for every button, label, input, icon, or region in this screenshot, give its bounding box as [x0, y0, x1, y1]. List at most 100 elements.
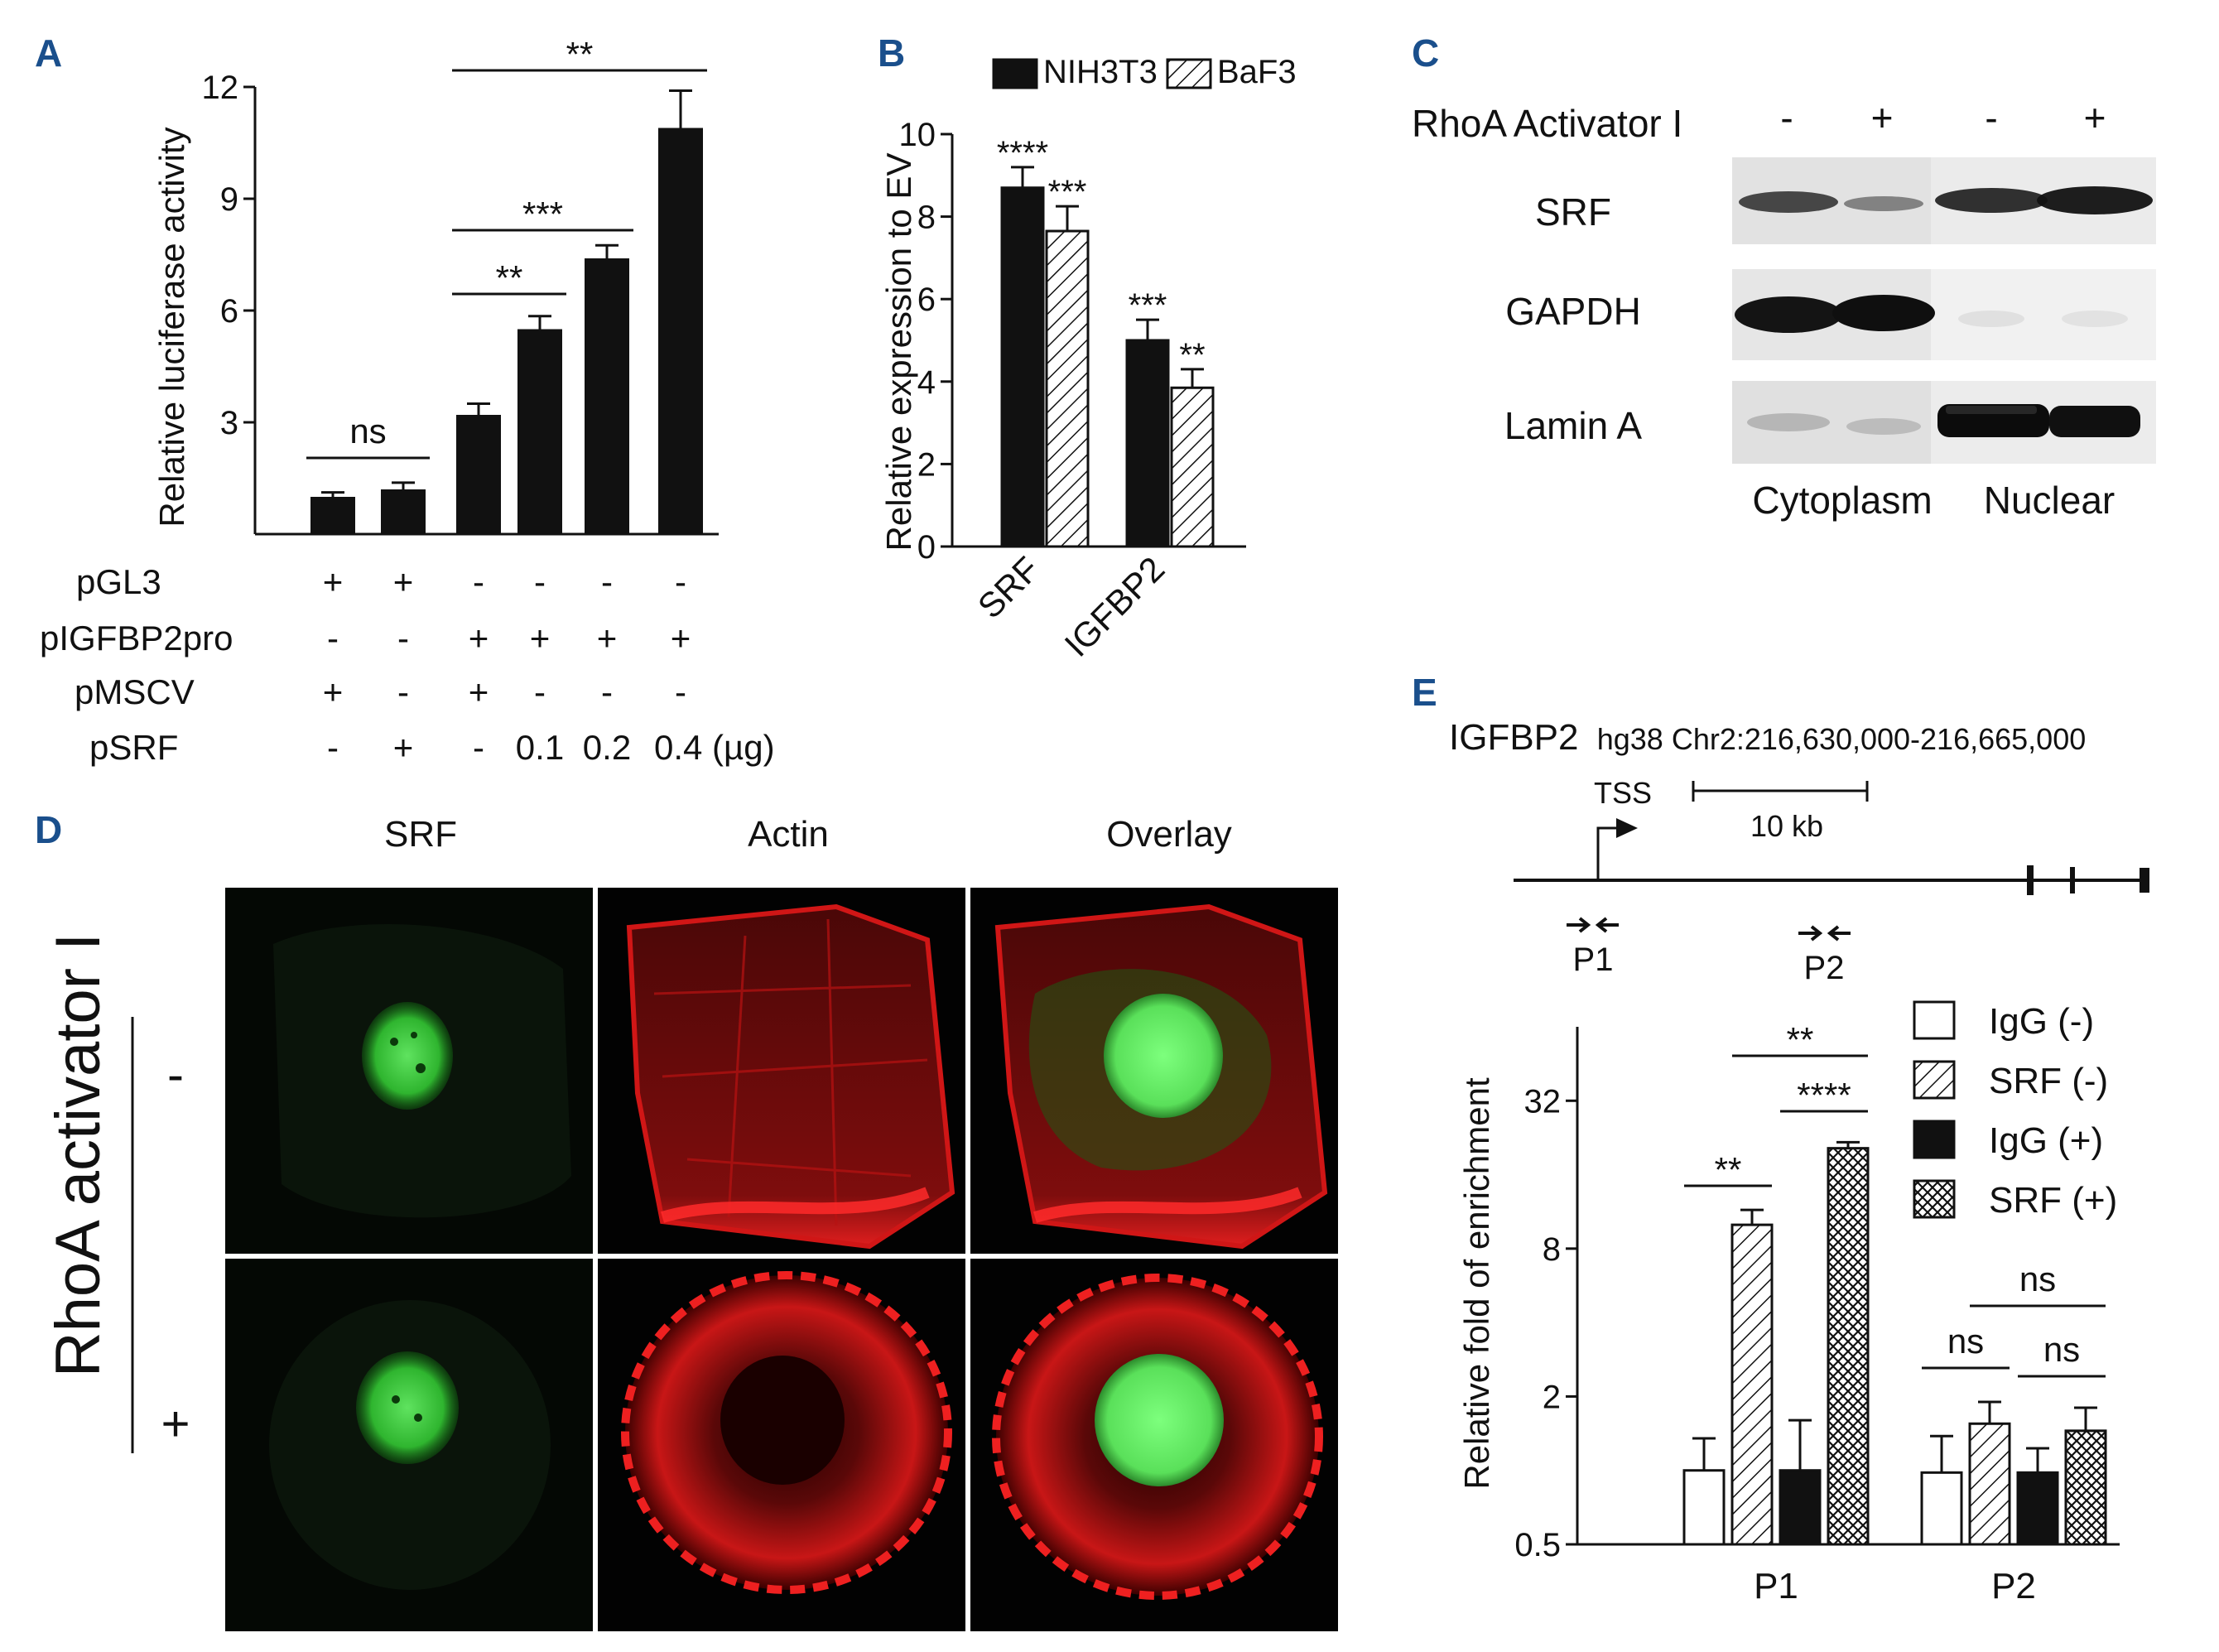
bar: [1730, 1223, 1774, 1546]
micrograph-actin-plus: [598, 1259, 965, 1631]
legend-swatch: [1913, 1060, 1956, 1100]
panel-d: D SRF Actin Overlay RhoA activator I - +: [35, 808, 1338, 1631]
panel-letter-b: B: [878, 31, 905, 75]
blot-row-label: SRF: [1535, 190, 1611, 234]
condition-row-label: pMSCV: [75, 672, 195, 711]
condition-cell: +: [323, 562, 344, 601]
condition-cell: +: [323, 672, 344, 711]
condition-cell: -: [473, 728, 484, 767]
bar: [1968, 1422, 2011, 1546]
western-blot-gapdh: [1732, 269, 2156, 360]
y-tick-label: 4: [917, 364, 936, 401]
y-tick-label: 8: [1543, 1231, 1561, 1268]
primer-label-p1: P1: [1573, 942, 1614, 978]
significance-label: ***: [1129, 287, 1167, 324]
condition-cell: +: [530, 619, 551, 657]
y-axis-label: Relative expression to EV: [879, 153, 918, 551]
bar: [1827, 1147, 1870, 1546]
bar: [1170, 386, 1215, 548]
condition-cell: +: [597, 619, 618, 657]
significance-label: ***: [522, 195, 563, 234]
western-blot-lamin-a: [1732, 381, 2156, 464]
significance-label: **: [1179, 337, 1205, 373]
bar: [1682, 1469, 1726, 1546]
condition-cell: -: [473, 562, 484, 601]
treatment-sign: +: [2084, 96, 2106, 139]
significance-label: **: [1715, 1150, 1742, 1189]
panel-b: B NIH3T3 BaF3 Relative expression to EV 0…: [878, 31, 1297, 664]
bar: [2064, 1429, 2107, 1546]
column-label-srf: SRF: [384, 814, 457, 855]
legend-swatch: [1913, 1000, 1956, 1040]
condition-cell: 0.4 (µg): [654, 728, 775, 767]
condition-cell: +: [393, 562, 414, 601]
significance-label: **: [566, 35, 594, 74]
y-tick-label: 12: [202, 70, 239, 106]
x-tick-labels: SRF IGFBP2: [970, 549, 1172, 664]
panel-c: C RhoA Activator I - + - + SRF GAPDH Lam…: [1412, 31, 2156, 522]
condition-cell: +: [393, 728, 414, 767]
legend: IgG (-) SRF (-) IgG (+) SRF (+): [1913, 1000, 2117, 1221]
condition-row-label: pIGFBP2pro: [40, 619, 233, 657]
condition-cell: -: [675, 562, 686, 601]
legend-label: IgG (-): [1989, 1001, 2094, 1042]
legend-swatch: [992, 58, 1038, 89]
micrograph-actin-minus: [598, 888, 965, 1254]
column-label-overlay: Overlay: [1106, 814, 1232, 855]
significance-label: ns: [349, 412, 386, 450]
bar: [585, 258, 629, 534]
bar: [2016, 1471, 2059, 1546]
condition-cell: -: [601, 562, 613, 601]
condition-row-label: pGL3: [76, 562, 161, 601]
primer-forward-icon: [1567, 917, 1591, 933]
significance-label: ns: [2019, 1259, 2056, 1298]
bar-series: P1 P2: [1682, 1140, 2107, 1606]
y-axis-label: Relative luciferase activity: [152, 127, 191, 527]
column-label-actin: Actin: [748, 814, 829, 855]
condition-cell: +: [469, 672, 489, 711]
tss-label: TSS: [1594, 776, 1652, 810]
primer-reverse-icon: [1595, 917, 1619, 933]
x-tick-label: P2: [1991, 1566, 2036, 1606]
bar: [1045, 229, 1090, 548]
condition-cell: +: [671, 619, 691, 657]
bar: [517, 329, 562, 534]
significance-label: ***: [1048, 174, 1087, 210]
panel-letter-a: A: [35, 31, 62, 75]
y-axis-label: Relative fold of enrichment: [1457, 1077, 1496, 1490]
legend-label: IgG (+): [1989, 1120, 2103, 1161]
treatment-sign: +: [1871, 96, 1894, 139]
condition-row-label: pSRF: [89, 728, 178, 767]
micrograph-srf-plus: [225, 1259, 593, 1631]
y-axis: 0 2 4 6 8 10: [899, 117, 1246, 566]
significance-label: ns: [2043, 1330, 2080, 1369]
x-tick-label: SRF: [970, 549, 1047, 626]
fraction-label-cytoplasm: Cytoplasm: [1752, 479, 1932, 522]
significance-label: **: [1787, 1020, 1814, 1059]
condition-cell: 0.1: [516, 728, 564, 767]
y-tick-label: 0.5: [1514, 1527, 1561, 1563]
micrograph-overlay-minus: [970, 888, 1338, 1254]
condition-cell: -: [675, 672, 686, 711]
legend-label: SRF (-): [1989, 1061, 2108, 1101]
tss-arrow-icon: [1616, 818, 1638, 838]
y-tick-label: 10: [899, 117, 936, 153]
treatment-label: RhoA Activator I: [1412, 102, 1682, 145]
panel-letter-d: D: [35, 808, 62, 851]
panel-a: A Relative luciferase activity 3 6 9 12 ns *…: [35, 31, 775, 767]
y-tick-label: 6: [917, 282, 936, 318]
micrograph-overlay-plus: [970, 1259, 1338, 1631]
significance-label: **: [496, 258, 523, 297]
scale-bar-label: 10 kb: [1750, 809, 1823, 843]
micrograph-srf-minus: [225, 888, 593, 1254]
y-tick-label: 2: [917, 446, 936, 483]
y-tick-label: 32: [1524, 1083, 1562, 1120]
bar: [1000, 186, 1045, 548]
significance-brackets: ns*******: [306, 35, 707, 460]
bar: [658, 128, 703, 534]
bar: [1779, 1469, 1822, 1546]
genomic-locus: hg38 Chr2:216,630,000-216,665,000: [1597, 722, 2087, 756]
condition-cell: +: [469, 619, 489, 657]
y-tick-label: 3: [220, 405, 238, 441]
